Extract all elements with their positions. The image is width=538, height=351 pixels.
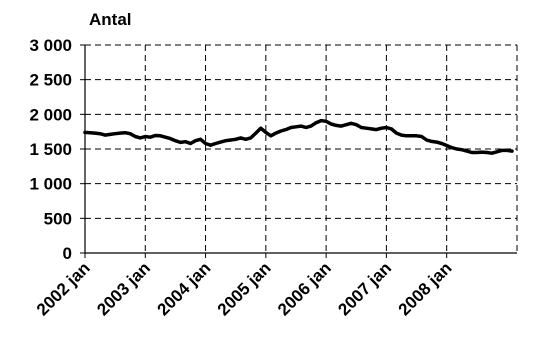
x-tick-label: 2003 jan <box>93 258 154 319</box>
series-layer <box>83 118 514 155</box>
series-line <box>83 118 514 155</box>
y-tick-label: 3 000 <box>29 36 72 55</box>
x-tick-label: 2007 jan <box>334 258 395 319</box>
x-tick-label: 2005 jan <box>214 258 275 319</box>
x-tick-label: 2006 jan <box>274 258 335 319</box>
x-tick-label: 2002 jan <box>33 258 94 319</box>
x-tick-labels: 2002 jan 2003 jan 2004 jan 2005 jan 2006 jan… <box>33 258 456 319</box>
y-tick-label: 2 500 <box>29 71 72 90</box>
y-tick-label: 500 <box>44 209 72 228</box>
axes <box>80 44 517 258</box>
x-tick-label: 2004 jan <box>153 258 214 319</box>
x-tick-label: 2008 jan <box>395 258 456 319</box>
y-axis-title: Antal <box>89 10 132 29</box>
y-tick-label: 2 000 <box>29 105 72 124</box>
y-tick-label: 1 500 <box>29 140 72 159</box>
gridlines <box>85 44 518 253</box>
y-tick-labels: 0 500 1 000 1 500 2 000 2 500 3 000 <box>29 36 72 263</box>
y-tick-label: 1 000 <box>29 175 72 194</box>
y-tick-label: 0 <box>63 244 72 263</box>
